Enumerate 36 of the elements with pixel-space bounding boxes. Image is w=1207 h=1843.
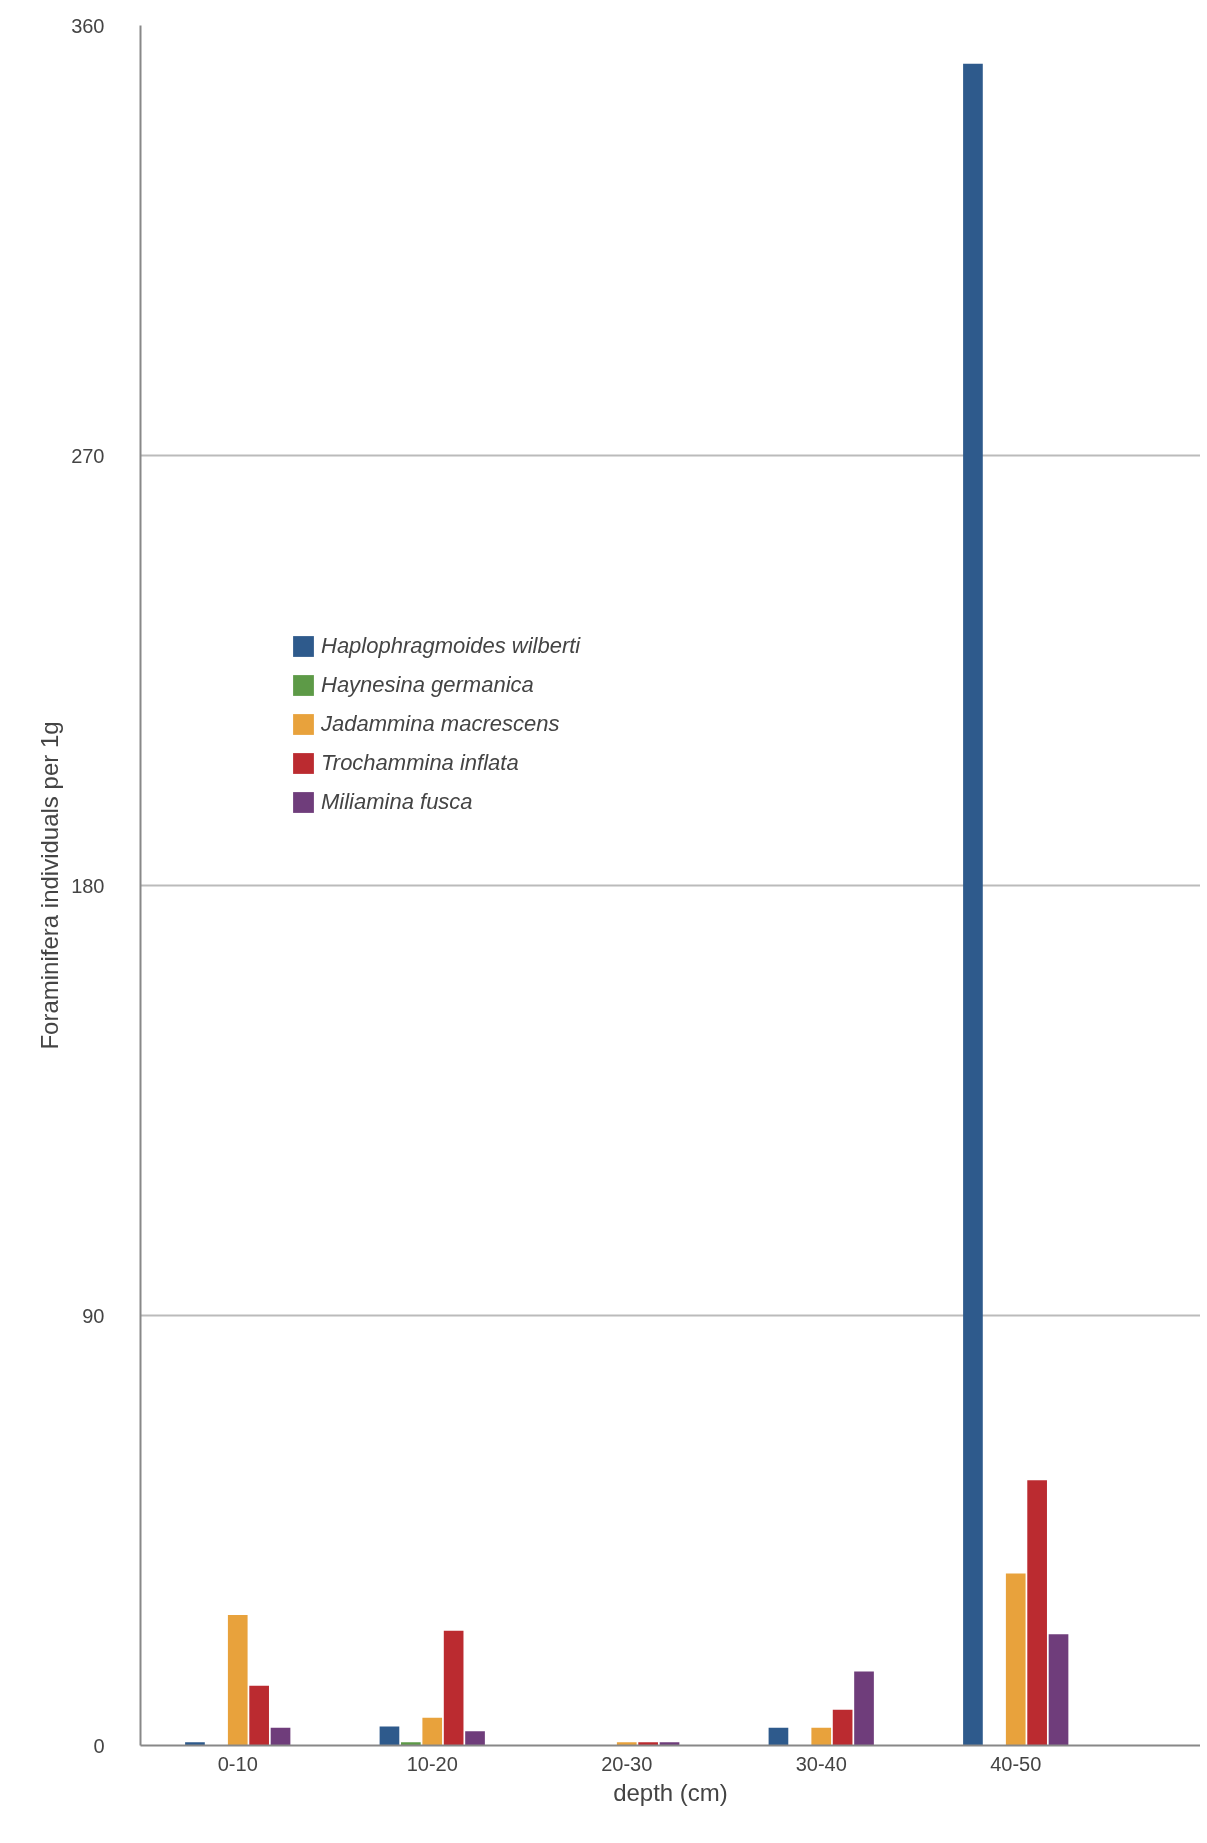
bar (832, 1709, 853, 1746)
bar (811, 1727, 832, 1746)
bar (768, 1727, 789, 1746)
x-axis-title: depth (cm) (613, 1778, 728, 1806)
y-tick-label: 0 (93, 1734, 105, 1757)
legend-label: Haynesina germanica (321, 672, 534, 698)
legend-label: Haplophragmoides wilberti (321, 633, 581, 659)
legend-label: Trochammina inflata (321, 750, 519, 776)
bar (1048, 1634, 1069, 1746)
bar (270, 1727, 291, 1746)
x-tick-label: 30-40 (795, 1752, 847, 1775)
bar (616, 1742, 637, 1746)
y-tick-label: 360 (71, 14, 105, 37)
bar (963, 63, 983, 1746)
bar (379, 1726, 400, 1746)
y-tick-label: 180 (71, 874, 105, 897)
bar (227, 1615, 248, 1746)
bar (443, 1630, 464, 1746)
bar (638, 1742, 658, 1746)
x-tick-label: 0-10 (217, 1752, 258, 1775)
x-tick-label: 20-30 (601, 1752, 653, 1775)
bar (1005, 1573, 1026, 1746)
bar (422, 1717, 443, 1746)
bar (249, 1685, 269, 1746)
bar (401, 1742, 421, 1746)
y-tick-label: 90 (82, 1304, 105, 1327)
legend-label: Miliamina fusca (321, 789, 473, 815)
legend-label: Jadammina macrescens (321, 711, 560, 737)
bar (185, 1742, 205, 1746)
x-tick-label: 40-50 (990, 1752, 1042, 1775)
bar (1027, 1480, 1047, 1746)
bar (854, 1671, 874, 1746)
x-tick-label: 10-20 (406, 1752, 458, 1775)
y-axis-title: Foraminifera individuals per 1g (36, 721, 64, 1050)
y-tick-label: 270 (71, 444, 105, 467)
bar (465, 1731, 485, 1746)
